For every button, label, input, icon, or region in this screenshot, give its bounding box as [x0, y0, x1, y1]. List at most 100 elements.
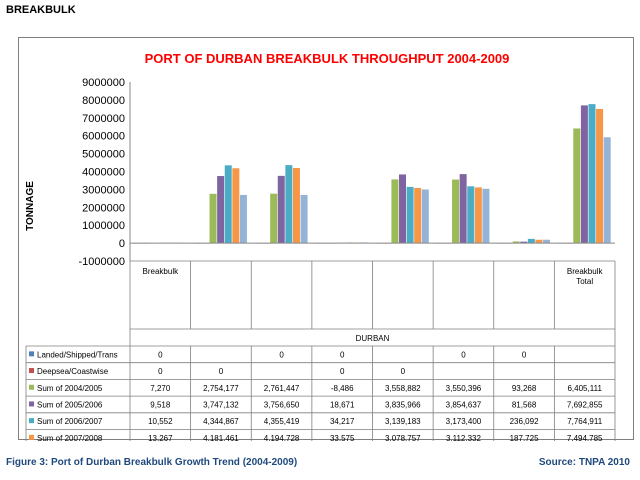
legend-key	[29, 418, 34, 424]
bar	[482, 188, 490, 244]
data-cell: 0	[401, 367, 406, 376]
bar	[603, 137, 611, 244]
data-cell: 6,405,111	[567, 384, 602, 393]
bar	[467, 186, 475, 244]
y-tick-label: 1000000	[82, 220, 125, 232]
data-cell: -8,486	[331, 384, 354, 393]
data-cell: 18,671	[330, 400, 355, 409]
data-cell: 13,267	[148, 434, 173, 441]
bar	[588, 104, 596, 244]
y-tick-label: 0	[119, 238, 125, 250]
bar	[414, 187, 422, 244]
data-cell: 3,854,637	[446, 400, 482, 409]
data-cell: 2,754,177	[203, 384, 239, 393]
y-tick-label: 8000000	[82, 95, 125, 107]
data-cell: 3,550,396	[446, 384, 482, 393]
source-note: Source: TNPA 2010	[538, 457, 630, 468]
chart-svg: PORT OF DURBAN BREAKBULK THROUGHPUT 2004…	[25, 51, 616, 441]
figure-caption: Figure 3: Port of Durban Breakbulk Growt…	[6, 457, 298, 468]
bar	[452, 179, 460, 244]
data-cell: 0	[158, 367, 163, 376]
data-cell: 7,270	[150, 384, 171, 393]
y-tick-label: 9000000	[82, 77, 125, 89]
legend-key	[29, 384, 34, 390]
bar	[391, 179, 399, 244]
series-name: Sum of 2007/2008	[37, 434, 103, 441]
y-tick-label: 3000000	[82, 184, 125, 196]
series-name: Deepsea/Coastwise	[37, 367, 109, 376]
data-cell: 4,194,728	[264, 434, 300, 441]
bar	[421, 189, 429, 244]
data-cell: 3,835,966	[385, 400, 421, 409]
chart-title: PORT OF DURBAN BREAKBULK THROUGHPUT 2004…	[145, 51, 510, 66]
series-name: Sum of 2006/2007	[37, 417, 103, 426]
bar	[520, 241, 528, 244]
y-axis-label: TONNAGE	[25, 181, 36, 231]
data-cell: 93,268	[512, 384, 537, 393]
data-cell: 7,764,911	[567, 417, 603, 426]
legend-key	[29, 351, 34, 357]
bar	[224, 165, 232, 244]
data-cell: 4,355,419	[264, 417, 300, 426]
y-tick-label: 6000000	[82, 131, 125, 143]
bar	[300, 194, 308, 244]
data-cell: 3,756,650	[264, 400, 300, 409]
y-axis-ticks: 9000000 8000000 7000000 6000000 5000000 40000…	[79, 77, 126, 268]
data-cell: 2,761,447	[264, 384, 300, 393]
series-name: Sum of 2005/2006	[37, 400, 103, 409]
bar	[239, 194, 247, 244]
data-cell: 236,092	[510, 417, 539, 426]
data-cell: 33,575	[330, 434, 355, 441]
data-cell: 10,552	[148, 417, 173, 426]
bar	[232, 168, 240, 244]
series-name: Landed/Shipped/Trans	[37, 350, 118, 359]
y-tick-label: -1000000	[79, 256, 126, 268]
bar	[406, 186, 414, 244]
bar	[285, 165, 293, 244]
data-cell: 9,518	[150, 400, 171, 409]
bar	[459, 174, 467, 244]
bar	[596, 108, 604, 244]
y-tick-label: 7000000	[82, 113, 125, 125]
bar	[527, 238, 535, 244]
category-label: Breakbulk	[143, 267, 180, 276]
y-tick-label: 4000000	[82, 167, 125, 179]
chart-frame: PORT OF DURBAN BREAKBULK THROUGHPUT 2004…	[18, 37, 634, 441]
category-label: Total	[576, 277, 593, 286]
y-tick-label: 5000000	[82, 149, 125, 161]
data-cell: 81,568	[512, 400, 537, 409]
bar	[512, 241, 520, 244]
data-cell: 0	[279, 350, 284, 359]
data-cell: 3,558,882	[385, 384, 421, 393]
legend-key	[29, 401, 34, 407]
data-cell: 3,078,757	[385, 434, 421, 441]
data-table: Breakbulk BreakbulkTotalDURBANLanded/Ship…	[25, 260, 616, 441]
bar	[543, 239, 551, 244]
bar	[580, 105, 588, 244]
bar	[292, 168, 300, 244]
chart-axes	[129, 82, 615, 261]
data-cell: 187,725	[510, 434, 539, 441]
bar	[399, 174, 407, 244]
bar	[217, 176, 225, 244]
data-cell: 3,112,332	[446, 434, 482, 441]
x-axis-label: DURBAN	[356, 334, 390, 343]
category-label: Breakbulk	[567, 267, 604, 276]
data-cell: 7,692,855	[567, 400, 603, 409]
data-cell: 0	[340, 367, 345, 376]
bar	[535, 239, 543, 244]
legend-key	[29, 434, 34, 440]
data-cell: 0	[219, 367, 224, 376]
bar	[277, 175, 285, 244]
data-cell: 3,747,132	[203, 400, 239, 409]
page-heading: BREAKBULK	[6, 4, 76, 16]
data-cell: 0	[461, 350, 466, 359]
data-cell: 4,181,461	[203, 434, 239, 441]
legend-key	[29, 368, 34, 374]
series-name: Sum of 2004/2005	[37, 384, 103, 393]
data-cell: 0	[340, 350, 345, 359]
data-cell: 0	[522, 350, 527, 359]
data-cell: 3,173,400	[446, 417, 482, 426]
data-cell: 34,217	[330, 417, 355, 426]
bar	[209, 193, 217, 244]
